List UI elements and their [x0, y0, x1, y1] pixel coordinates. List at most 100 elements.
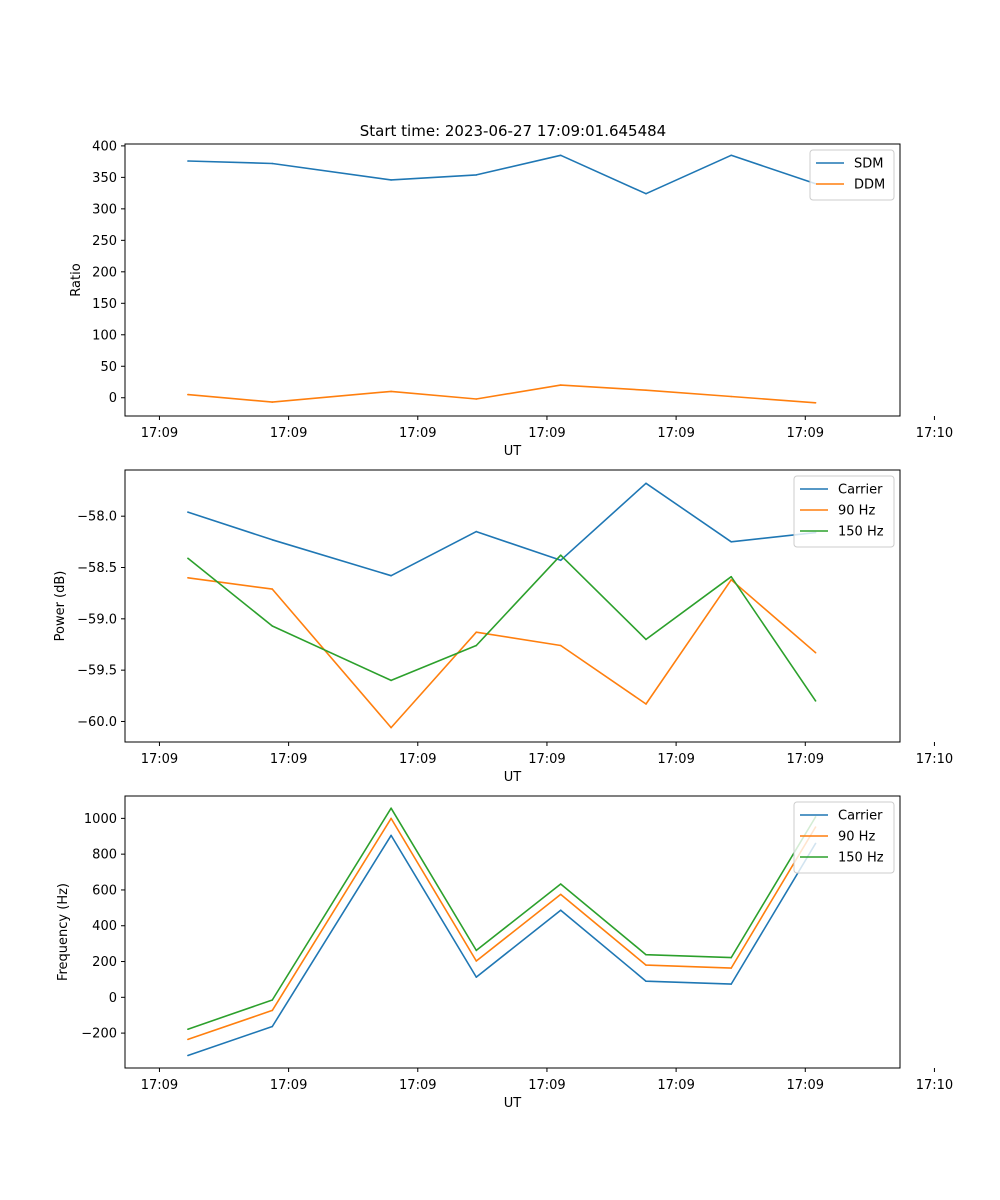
x-tick-label: 17:10: [916, 752, 953, 767]
x-tick-label: 17:09: [528, 1078, 565, 1093]
data-point: [475, 174, 478, 176]
data-point: [814, 700, 817, 702]
data-point: [475, 644, 478, 647]
y-tick-label: 400: [92, 139, 117, 154]
legend-label: SDM: [854, 157, 883, 172]
x-axis-label: UT: [504, 770, 522, 785]
data-point: [475, 976, 478, 978]
data-point: [390, 726, 392, 729]
data-point: [187, 393, 189, 396]
data-point: [645, 389, 647, 392]
y-tick-label: 100: [92, 328, 117, 343]
x-tick-label: 17:09: [657, 426, 694, 441]
series-lines: [187, 807, 817, 1057]
axes-frame: [124, 143, 901, 417]
data-point: [475, 398, 478, 400]
data-point: [559, 554, 562, 556]
x-tick-label: 17:09: [270, 752, 307, 767]
x-tick-label: 17:09: [141, 1078, 178, 1093]
data-point: [187, 511, 189, 513]
data-point: [645, 980, 647, 982]
y-axis-label: Power (dB): [53, 571, 68, 642]
data-point: [475, 960, 478, 962]
data-point: [390, 679, 392, 682]
x-tick-label: 17:10: [916, 426, 953, 441]
series-line-90-hz: [187, 577, 817, 729]
y-tick-label: 300: [92, 202, 117, 217]
data-point: [730, 983, 732, 985]
x-tick-label: 17:09: [399, 1078, 436, 1093]
data-point: [645, 964, 647, 966]
x-tick-label: 17:09: [141, 752, 178, 767]
legend-box: [793, 475, 895, 548]
data-point: [271, 401, 274, 403]
series-line-carrier: [187, 482, 816, 577]
data-point: [390, 179, 392, 181]
data-point: [390, 807, 392, 809]
y-tick-label: −60.0: [77, 715, 117, 730]
x-tick-label: 17:09: [270, 426, 307, 441]
data-point: [559, 644, 562, 647]
series-line-ddm: [187, 384, 816, 404]
data-point: [645, 953, 647, 956]
data-point: [475, 530, 478, 533]
data-point: [730, 579, 732, 581]
axes-frame: [124, 795, 901, 1069]
y-tick-label: 1000: [84, 812, 117, 827]
x-tick-label: 17:10: [916, 1078, 953, 1093]
data-point: [645, 192, 647, 195]
y-tick-label: 600: [92, 883, 117, 898]
data-point: [475, 631, 478, 633]
data-point: [271, 1009, 274, 1012]
legend-label: Carrier: [838, 809, 883, 824]
y-tick-label: 800: [92, 848, 117, 863]
legend: SDM DDM: [809, 149, 895, 201]
y-tick-label: 200: [92, 265, 117, 280]
series-line-carrier: [187, 834, 817, 1057]
chart-panel-2: 17:09 17:09 17:09 17:09 17:09 17:09 17:10 −60.0…: [53, 469, 953, 785]
y-tick-label: −58.5: [77, 561, 117, 576]
y-axis-label: Frequency (Hz): [56, 883, 71, 981]
data-point: [645, 703, 647, 705]
y-tick-label: 150: [92, 297, 117, 312]
y-tick-label: 0: [109, 391, 117, 406]
x-tick-label: 17:09: [141, 426, 178, 441]
data-point: [559, 909, 562, 911]
data-point: [559, 883, 562, 885]
series-lines: [187, 482, 817, 729]
legend-box: [793, 801, 895, 874]
data-point: [271, 588, 274, 590]
axes-frame: [124, 469, 901, 743]
legend: Carrier 90 Hz 150 Hz: [793, 475, 895, 548]
legend-label: 90 Hz: [838, 504, 875, 519]
data-point: [271, 162, 274, 165]
y-tick-label: −58.0: [77, 510, 117, 525]
x-tick-label: 17:09: [657, 752, 694, 767]
figure-title: Start time: 2023-06-27 17:09:01.645484: [360, 122, 666, 140]
data-point: [271, 1025, 274, 1028]
data-point: [559, 559, 562, 562]
data-point: [187, 577, 189, 579]
data-point: [187, 1028, 189, 1030]
legend-label: DDM: [854, 178, 885, 193]
x-tick-label: 17:09: [270, 1078, 307, 1093]
legend-label: 150 Hz: [838, 525, 884, 540]
data-point: [730, 967, 732, 969]
data-point: [730, 541, 732, 543]
data-point: [390, 574, 392, 577]
y-tick-label: 200: [92, 955, 117, 970]
x-tick-label: 17:09: [787, 752, 824, 767]
x-tick-label: 17:09: [528, 426, 565, 441]
x-tick-label: 17:09: [787, 1078, 824, 1093]
y-tick-label: 350: [92, 171, 117, 186]
data-point: [271, 999, 274, 1001]
data-point: [559, 384, 562, 386]
y-tick-label: 50: [100, 360, 117, 375]
data-point: [814, 402, 817, 404]
x-tick-label: 17:09: [399, 752, 436, 767]
x-tick-label: 17:09: [528, 752, 565, 767]
data-point: [390, 390, 392, 393]
legend-label: 150 Hz: [838, 851, 884, 866]
legend-label: 90 Hz: [838, 830, 875, 845]
legend: Carrier 90 Hz 150 Hz: [793, 801, 895, 874]
